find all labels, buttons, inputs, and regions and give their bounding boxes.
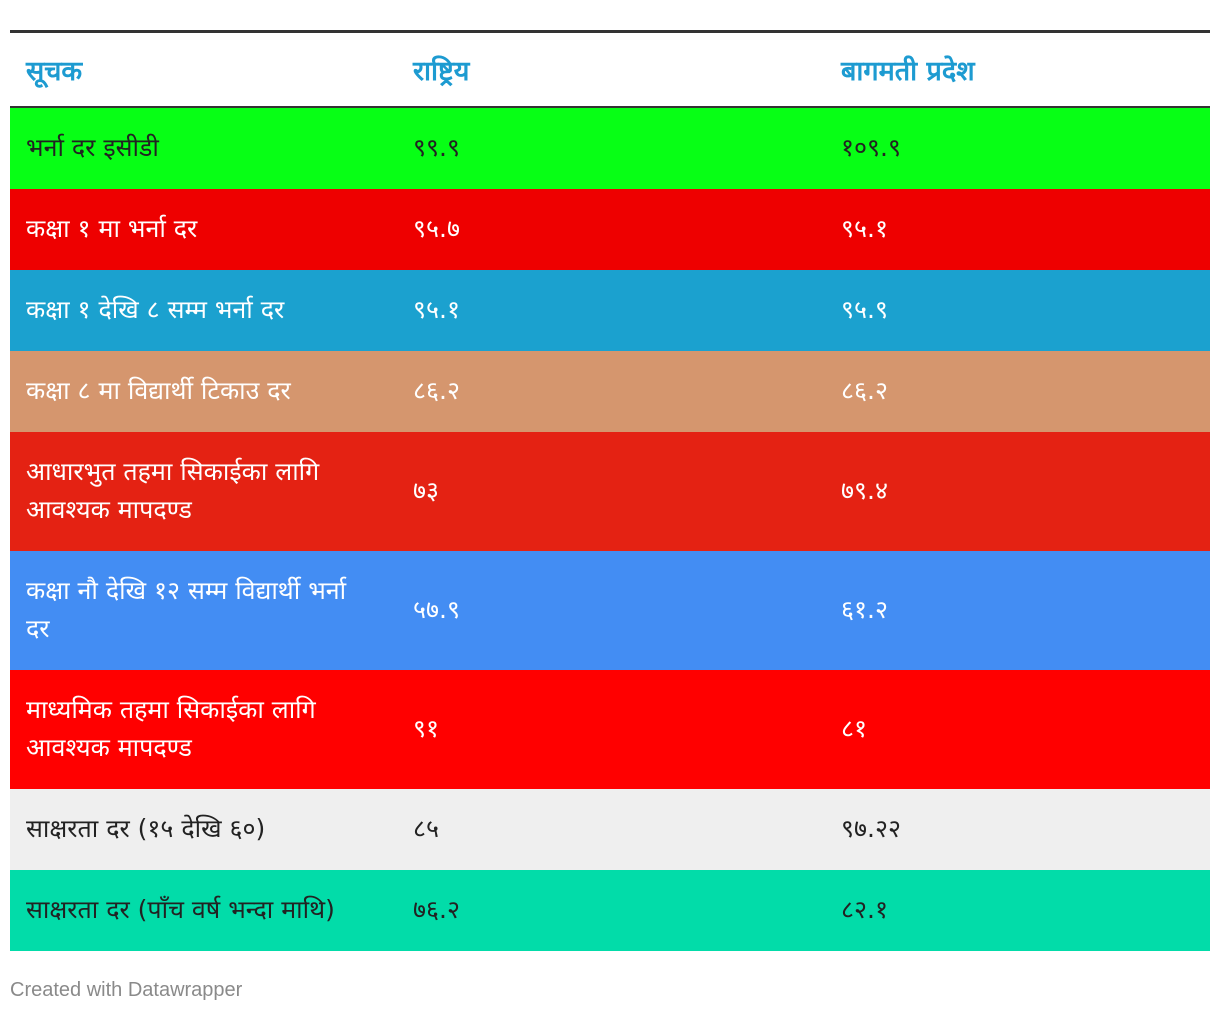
data-table: सूचक राष्ट्रिय बागमती प्रदेश भर्ना दर इस… [10, 30, 1210, 951]
table-row: साक्षरता दर (१५ देखि ६०) ८५ ९७.२२ [10, 789, 1210, 870]
cell-indicator: कक्षा नौ देखि १२ सम्म विद्यार्थी भर्ना द… [26, 576, 347, 643]
table-row: कक्षा ८ मा विद्यार्थी टिकाउ दर ८६.२ ८६.२ [10, 351, 1210, 432]
cell-bagmati: ७९.४ [841, 476, 888, 505]
cell-indicator: माध्यमिक तहमा सिकाईका लागि आवश्यक मापदण्… [26, 695, 316, 762]
cell-bagmati: ९५.९ [841, 295, 888, 324]
cell-bagmati: ९७.२२ [841, 814, 901, 843]
table-row: माध्यमिक तहमा सिकाईका लागि आवश्यक मापदण्… [10, 670, 1210, 789]
table-row: साक्षरता दर (पाँच वर्ष भन्दा माथि) ७६.२ ८२… [10, 870, 1210, 951]
cell-indicator: साक्षरता दर (पाँच वर्ष भन्दा माथि) [26, 895, 335, 924]
cell-national: ५७.९ [413, 595, 460, 624]
cell-national: ९९.९ [413, 133, 460, 162]
cell-indicator: आधारभुत तहमा सिकाईका लागि आवश्यक मापदण्ड [26, 457, 320, 524]
table-row: कक्षा १ देखि ८ सम्म भर्ना दर ९५.१ ९५.९ [10, 270, 1210, 351]
cell-national: ७३ [413, 476, 440, 505]
cell-national: ७६.२ [413, 895, 460, 924]
cell-indicator: कक्षा १ मा भर्ना दर [26, 214, 198, 243]
cell-national: ८५ [413, 814, 440, 843]
table-body: भर्ना दर इसीडी ९९.९ १०९.९ कक्षा १ मा भर्ना … [10, 108, 1210, 951]
cell-national: ८६.२ [413, 376, 460, 405]
cell-bagmati: ८२.१ [841, 895, 888, 924]
table-row: कक्षा १ मा भर्ना दर ९५.७ ९५.१ [10, 189, 1210, 270]
cell-indicator: कक्षा १ देखि ८ सम्म भर्ना दर [26, 295, 285, 324]
cell-bagmati: १०९.९ [841, 133, 901, 162]
table-row: कक्षा नौ देखि १२ सम्म विद्यार्थी भर्ना द… [10, 551, 1210, 670]
table-row: भर्ना दर इसीडी ९९.९ १०९.९ [10, 108, 1210, 189]
cell-national: ९५.७ [413, 214, 460, 243]
cell-national: ९५.१ [413, 295, 460, 324]
cell-bagmati: ८१ [841, 714, 868, 743]
datawrapper-credit[interactable]: Created with Datawrapper [10, 979, 243, 1001]
cell-indicator: भर्ना दर इसीडी [26, 133, 159, 162]
header-indicator[interactable]: सूचक [26, 56, 83, 87]
cell-bagmati: ८६.२ [841, 376, 888, 405]
cell-bagmati: ६१.२ [841, 595, 888, 624]
cell-indicator: साक्षरता दर (१५ देखि ६०) [26, 814, 266, 843]
table-header: सूचक राष्ट्रिय बागमती प्रदेश [10, 33, 1210, 108]
table-row: आधारभुत तहमा सिकाईका लागि आवश्यक मापदण्ड… [10, 432, 1210, 551]
header-bagmati[interactable]: बागमती प्रदेश [841, 56, 975, 87]
cell-indicator: कक्षा ८ मा विद्यार्थी टिकाउ दर [26, 376, 291, 405]
cell-national: ९१ [413, 714, 440, 743]
cell-bagmati: ९५.१ [841, 214, 888, 243]
header-national[interactable]: राष्ट्रिय [413, 56, 470, 87]
